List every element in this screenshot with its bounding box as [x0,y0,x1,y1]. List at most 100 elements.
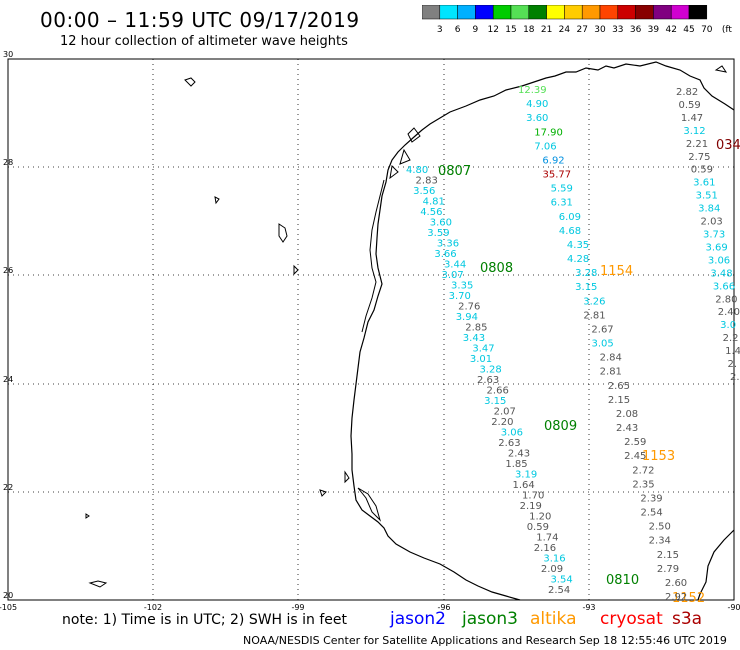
track-label: 0808 [480,261,513,276]
satellite-s3a: s3a [672,609,703,629]
wave-height-value: 2.19 [520,501,542,512]
wave-height-value: 1.47 [681,113,703,124]
wave-height-value: 3.51 [696,191,718,202]
wave-height-value: 2.20 [491,417,513,428]
barrier-island [361,179,385,333]
wave-height-value: 4.81 [423,197,445,208]
wave-height-value: 2.63 [498,438,520,449]
wave-height-value: 3.56 [413,186,435,197]
wave-height-value: 2.08 [616,409,638,420]
lon-label: -99 [291,603,304,612]
inland-lakes [85,65,728,588]
scale-label: 6 [455,25,461,35]
wave-height-value: 3.48 [710,268,732,279]
wave-height-value: 2.54 [548,585,570,596]
wave-height-value: 3.44 [444,260,466,271]
wave-height-value: 7.06 [534,141,556,152]
wave-height-value: 3.26 [583,296,605,307]
wave-height-value: 2.66 [487,386,509,397]
wave-height-value: 6.92 [542,155,564,166]
lon-label: -90 [727,603,740,612]
wave-height-value: 3.0 [720,320,736,331]
wave-height-value: 3.60 [526,113,548,124]
wave-height-value: 2.79 [657,564,679,575]
grid-lines [7,58,735,601]
wave-height-value: 4.90 [526,99,548,110]
wave-height-value: 2.92 [665,592,687,603]
yucatan-coast [697,529,735,601]
wave-height-value: 12.39 [518,85,547,96]
wave-height-value: 3.69 [705,242,727,253]
satellite-cryosat: cryosat [600,609,663,629]
scale-label: 45 [683,25,694,35]
wave-height-value: 2.40 [718,307,740,318]
wave-height-value: 2.21 [686,139,708,150]
wave-height-value: 3.43 [463,333,485,344]
wave-height-value: 6.09 [559,212,581,223]
wave-height-value: 2.65 [608,381,630,392]
track-label: 1154 [600,264,633,279]
wave-height-value: 4.35 [567,240,589,251]
wave-height-value: 3.35 [451,281,473,292]
wave-height-value: 3.84 [698,204,720,215]
map-frame [7,58,735,601]
track-label: 034 [716,138,740,153]
scale-label: 36 [630,25,642,35]
scale-label: 15 [505,25,516,35]
wave-height-value: 1.70 [522,491,544,502]
wave-height-value: 3.66 [434,249,456,260]
wave-height-value: 2.82 [676,87,698,98]
wave-height-value: 2.80 [715,294,737,305]
wave-height-value: 2.03 [701,217,723,228]
coastline [350,61,735,601]
scale-label: 42 [665,25,676,35]
page-title: 00:00 – 11:59 UTC 09/17/2019 [40,8,360,32]
scale-label: 24 [559,25,571,35]
wave-height-value: 2.2 [723,333,739,344]
lon-label: -93 [582,603,595,612]
scale-swatch [688,5,708,20]
track-annotations: 0807 0808 0809 0810 1154 1153 1152 034 [438,138,740,606]
wave-height-value: 1.20 [529,512,551,523]
wave-height-value: 2.81 [583,310,605,321]
wave-height-value: 2.85 [465,323,487,334]
scale-label: 18 [523,25,535,35]
wave-height-value: 1.4 [725,346,740,357]
wave-height-value: 3.59 [427,228,449,239]
note-text: note: 1) Time is in UTC; 2) SWH is in fe… [62,612,348,628]
wave-height-value: 3.07 [442,270,464,281]
wave-height-value: 3.36 [437,239,459,250]
page-subtitle: 12 hour collection of altimeter wave hei… [60,34,348,49]
wave-height-value: 2.67 [591,324,613,335]
wave-height-value: 3.15 [484,396,506,407]
wave-height-value: 0.59 [527,522,549,533]
scale-label: 9 [473,25,479,35]
wave-height-value: 2.43 [508,449,530,460]
lon-label: -105 [0,603,17,612]
wave-height-readings: 4.802.833.564.814.563.603.593.363.663.44… [406,85,740,603]
satellite-jason2: jason2 [390,609,446,629]
wave-height-value: 2.60 [665,578,687,589]
wave-height-value: 2.81 [600,367,622,378]
wave-height-value: 2.35 [632,479,654,490]
wave-height-value: 3.47 [472,344,494,355]
wave-height-value: 2. [728,359,738,370]
track-label: 1152 [672,591,705,606]
wave-height-value: 1.85 [505,459,527,470]
scale-label: 3 [437,25,443,35]
wave-height-value: 3.66 [713,281,735,292]
wave-height-value: 2.63 [477,375,499,386]
wave-height-value: 6.31 [551,198,573,209]
wave-height-value: 3.12 [683,126,705,137]
track-label: 0810 [606,573,639,588]
lon-label: -102 [144,603,162,612]
wave-height-value: 1.64 [513,480,535,491]
credit-text: NOAA/NESDIS Center for Satellite Applica… [243,634,577,647]
wave-height-value: 2.43 [616,423,638,434]
wave-height-value: 3.54 [550,575,572,586]
wave-height-value: 2.34 [649,536,671,547]
wave-height-value: 3.05 [592,339,614,350]
scale-label: 21 [541,25,552,35]
